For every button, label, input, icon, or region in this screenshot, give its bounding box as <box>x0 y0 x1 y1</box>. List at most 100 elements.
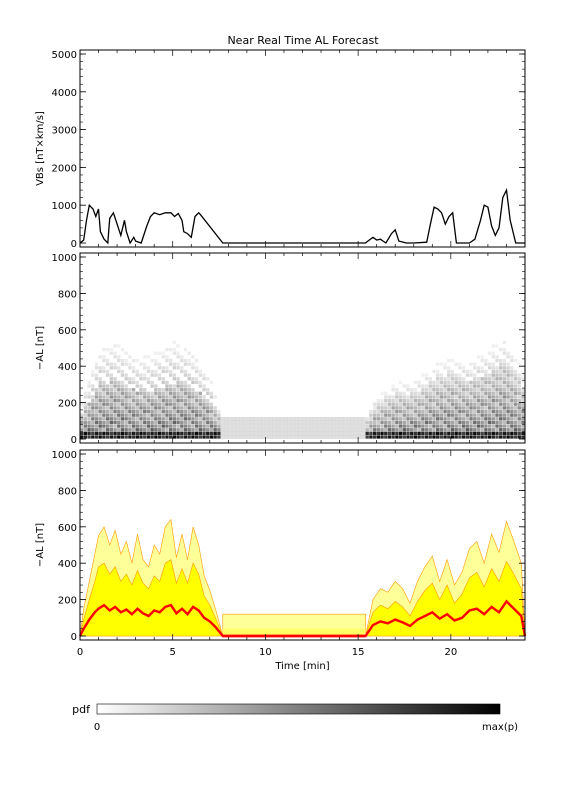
pdf-cell <box>276 435 281 439</box>
pdf-cell <box>206 435 210 439</box>
pdf-cell <box>398 420 403 425</box>
pdf-cell <box>113 413 117 417</box>
pdf-cell <box>443 420 447 425</box>
pdf-cell <box>517 377 521 381</box>
pdf-cell <box>231 424 236 428</box>
pdf-cell <box>183 362 188 366</box>
x-tick-label: 0 <box>77 647 83 658</box>
pdf-cell <box>298 424 303 428</box>
pdf-cell <box>513 413 518 417</box>
pdf-cell <box>436 377 440 381</box>
pdf-cell <box>499 409 503 414</box>
pdf-cell <box>436 395 440 399</box>
pdf-cell <box>98 428 102 432</box>
pdf-cell <box>391 428 395 432</box>
pdf-cell <box>436 420 440 425</box>
pdf-cell <box>402 409 406 414</box>
pdf-cell <box>461 391 466 395</box>
pdf-cell <box>165 380 169 385</box>
pdf-cell <box>113 428 117 432</box>
pdf-cell <box>502 435 507 439</box>
pdf-cell <box>350 431 355 436</box>
pdf-cell <box>206 428 210 432</box>
pdf-cell <box>465 402 470 406</box>
colorbar: pdf 0 max(p) <box>72 703 518 733</box>
pdf-cell <box>332 420 336 425</box>
pdf-cell <box>521 373 525 377</box>
pdf-cell <box>143 388 147 392</box>
pdf-cell <box>398 398 403 403</box>
pdf-cell <box>439 373 444 377</box>
pdf-cell <box>436 428 440 432</box>
pdf-cell <box>450 413 455 417</box>
pdf-cell <box>206 391 210 395</box>
pdf-cell <box>250 417 255 421</box>
pdf-cell <box>117 395 121 399</box>
pdf-cell <box>202 402 206 406</box>
pdf-cell <box>131 391 136 395</box>
pdf-cell <box>302 431 306 436</box>
pdf-cell <box>161 435 165 439</box>
pdf-cell <box>410 398 414 403</box>
pdf-cell <box>517 388 521 392</box>
pdf-cell <box>109 398 114 403</box>
pdf-cell <box>294 435 299 439</box>
pdf-cell <box>346 424 351 428</box>
pdf-cell <box>169 388 173 392</box>
pdf-cell <box>265 427 269 432</box>
pdf-cell <box>198 417 203 421</box>
pdf-cell <box>317 424 321 428</box>
pdf-cell <box>372 431 377 435</box>
pdf-cell <box>154 395 158 399</box>
pdf-cell <box>283 435 288 439</box>
pdf-cell <box>395 391 399 395</box>
pdf-cell <box>391 420 395 425</box>
pdf-cell <box>98 355 102 359</box>
pdf-cell <box>391 398 395 403</box>
pdf-cell <box>198 384 203 388</box>
pdf-cell <box>428 420 432 425</box>
pdf-cell <box>328 435 332 439</box>
pdf-cell <box>94 391 99 395</box>
pdf-cell <box>365 417 369 421</box>
pdf-cell <box>406 384 410 388</box>
pdf-cell <box>424 431 429 435</box>
pdf-cell <box>391 402 395 406</box>
pdf-cell <box>513 380 518 385</box>
pdf-cell <box>487 391 492 395</box>
pdf-cell <box>131 402 136 406</box>
pdf-cell <box>410 391 414 395</box>
pdf-cell <box>298 435 303 439</box>
pdf-cell <box>187 420 191 425</box>
pdf-cell <box>183 420 188 425</box>
pdf-cell <box>417 409 421 414</box>
pdf-cell <box>309 417 314 421</box>
pdf-cell <box>150 420 154 425</box>
pdf-cell <box>128 402 132 406</box>
pdf-cell <box>80 435 84 439</box>
pdf-cell <box>510 398 514 403</box>
pdf-cell <box>384 428 388 432</box>
pdf-cell <box>354 431 358 436</box>
pdf-cell <box>484 380 488 385</box>
pdf-cell <box>120 362 125 366</box>
pdf-cell <box>473 391 477 395</box>
pdf-cell <box>206 424 210 428</box>
pdf-cell <box>280 431 284 436</box>
pdf-cell <box>436 373 440 377</box>
pdf-cell <box>384 424 388 428</box>
pdf-cell <box>499 428 503 432</box>
pdf-cell <box>135 424 139 428</box>
pdf-cell <box>202 409 206 414</box>
y-tick-label: 200 <box>58 596 77 607</box>
pdf-cell <box>220 435 225 439</box>
pdf-cell <box>117 369 121 374</box>
pdf-cell <box>105 413 110 417</box>
pdf-cell <box>365 420 369 425</box>
pdf-cell <box>102 391 106 395</box>
pdf-cell <box>146 424 151 428</box>
pdf-cell <box>191 431 195 435</box>
pdf-cell <box>302 417 306 421</box>
pdf-cell <box>346 435 351 439</box>
pdf-cell <box>458 388 462 392</box>
